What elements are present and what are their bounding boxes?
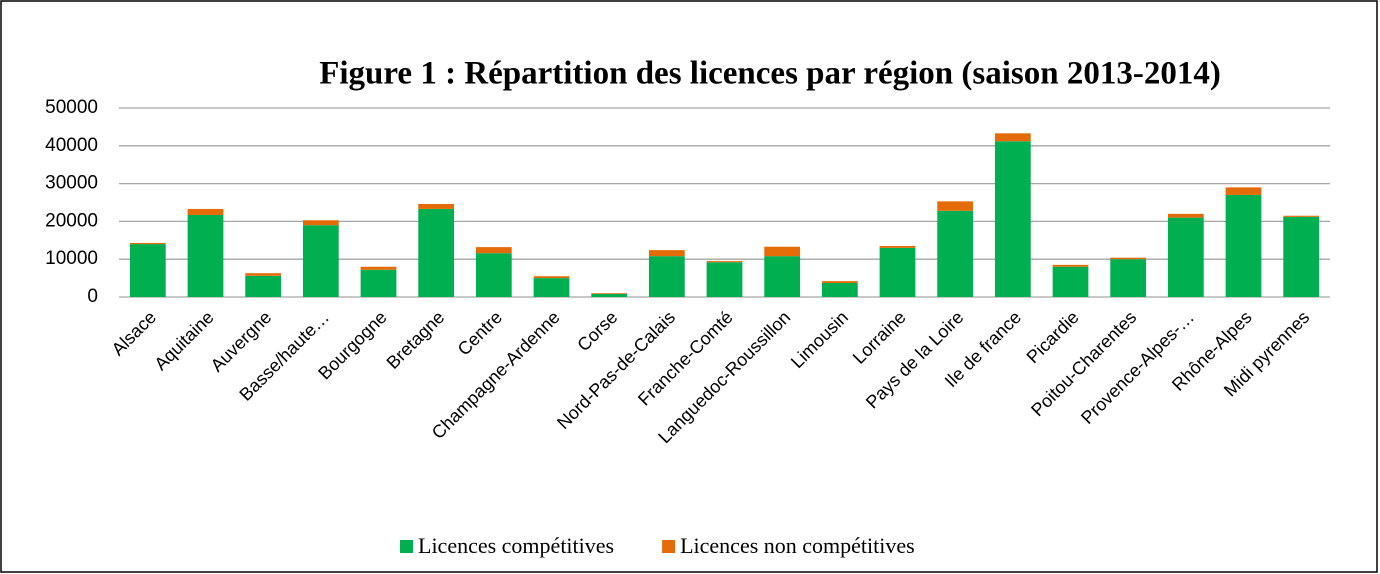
legend-swatch <box>662 540 676 553</box>
bar-segment <box>821 283 858 297</box>
bar-segment <box>533 278 570 297</box>
bar-segment <box>302 225 339 297</box>
bar-segment <box>1052 266 1089 297</box>
bar-segment <box>764 256 801 297</box>
bar-segment <box>360 266 397 270</box>
bar-segment <box>418 204 455 209</box>
bar-segment <box>245 275 282 297</box>
bar-segment <box>1167 217 1204 297</box>
bar-segment <box>591 293 628 294</box>
y-tick-label: 20000 <box>45 210 98 231</box>
bar-segment <box>706 261 743 263</box>
y-tick-label: 0 <box>87 286 98 307</box>
bar-segment <box>1167 213 1204 218</box>
bar-segment <box>994 133 1031 142</box>
bar-segment <box>764 246 801 257</box>
bar-segment <box>1283 216 1320 297</box>
bar-segment <box>418 208 455 297</box>
bar-segment <box>533 276 570 279</box>
bar-segment <box>1052 264 1089 267</box>
bar-segment <box>1225 194 1262 297</box>
bar-segment <box>591 293 628 297</box>
bar-segment <box>1110 259 1147 297</box>
legend-label: Licences compétitives <box>418 533 614 558</box>
bar-segment <box>879 247 916 297</box>
bar-segment <box>302 220 339 226</box>
legend-label: Licences non compétitives <box>680 533 915 558</box>
bar-segment <box>475 253 512 297</box>
bar-segment <box>1225 187 1262 195</box>
bar-segment <box>937 210 974 297</box>
bar-segment <box>187 214 224 297</box>
y-tick-label: 10000 <box>45 248 98 269</box>
bar-segment <box>129 242 166 245</box>
y-tick-label: 50000 <box>45 97 98 118</box>
bar-segment <box>475 247 512 254</box>
bar-segment <box>1110 257 1147 260</box>
bar-segment <box>706 262 743 297</box>
bar-segment <box>937 201 974 211</box>
bar-segment <box>129 244 166 297</box>
bar-segment <box>187 208 224 215</box>
bar-segment <box>360 269 397 297</box>
y-tick-label: 40000 <box>45 135 98 156</box>
bar-segment <box>994 141 1031 297</box>
bar-segment <box>245 273 282 276</box>
bar-segment <box>648 250 685 257</box>
legend-swatch <box>400 540 413 553</box>
bar-segment <box>879 245 916 248</box>
y-tick-label: 30000 <box>45 173 98 194</box>
bar-segment <box>821 281 858 284</box>
bar-segment <box>648 256 685 297</box>
chart-title: Figure 1 : Répartition des licences par … <box>319 56 1221 92</box>
bar-segment <box>1283 215 1320 217</box>
